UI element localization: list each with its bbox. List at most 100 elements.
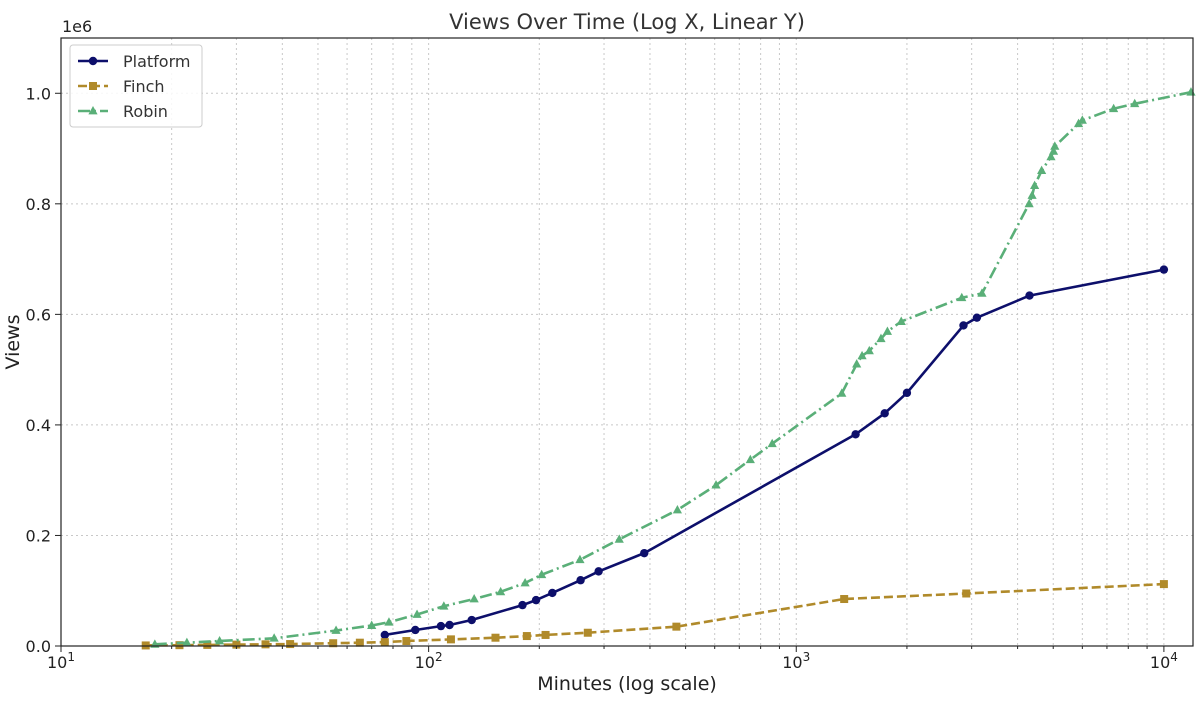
data-point (1024, 198, 1034, 208)
data-point (576, 576, 585, 585)
x-tick-label: 102 (415, 650, 443, 672)
legend: Platform Finch Robin (69, 44, 203, 128)
y-tick-label: 1.0 (26, 84, 51, 103)
data-point (1159, 580, 1168, 589)
data-point (1048, 146, 1059, 155)
data-point (575, 554, 585, 564)
data-point (203, 640, 212, 649)
data-point (1130, 98, 1140, 108)
data-point (896, 316, 906, 325)
legend-marker (88, 56, 98, 66)
data-point (977, 288, 987, 297)
x-axis-label: Minutes (log scale) (537, 673, 717, 695)
data-point (902, 388, 912, 398)
data-point (614, 534, 624, 543)
data-point (491, 633, 500, 642)
data-point (548, 588, 557, 598)
series-finch (141, 580, 1168, 650)
data-point (972, 313, 982, 322)
data-point (882, 326, 893, 335)
data-point (1109, 103, 1119, 113)
x-tick-label: 101 (47, 650, 75, 672)
data-point (1077, 115, 1087, 124)
grid-lines (60, 38, 1193, 647)
data-point (711, 480, 721, 489)
data-point (583, 628, 592, 637)
data-point (182, 637, 192, 647)
data-point (467, 615, 476, 625)
data-point (439, 601, 449, 610)
data-point (672, 622, 681, 631)
y-axis-offset-label: 1e6 (62, 17, 92, 36)
legend-item-platform: Platform (78, 52, 190, 71)
data-point (269, 633, 279, 642)
data-point (469, 594, 479, 603)
data-point (837, 388, 847, 397)
data-point (384, 617, 394, 626)
data-point (959, 321, 968, 330)
x-tick-label: 103 (782, 650, 810, 672)
plot-series (141, 87, 1196, 650)
data-point (672, 505, 683, 514)
data-point (745, 454, 755, 464)
data-point (541, 630, 550, 639)
data-point (1025, 291, 1034, 300)
legend-label: Platform (123, 52, 190, 71)
data-point (594, 567, 603, 576)
data-point (864, 345, 874, 355)
series-line-platform (384, 268, 1165, 637)
data-point (880, 409, 889, 418)
data-point (876, 333, 886, 343)
y-tick-label: 0.8 (26, 195, 51, 214)
y-tick-label: 0.2 (26, 526, 51, 545)
legend-label: Robin (123, 102, 168, 121)
data-point (767, 438, 777, 448)
data-point (840, 595, 849, 604)
series-platform (380, 265, 1169, 640)
data-point (518, 600, 527, 610)
data-point (411, 625, 420, 635)
data-point (214, 636, 225, 645)
plot-frame (60, 37, 1194, 647)
legend-box (69, 44, 203, 128)
data-point (1027, 190, 1037, 199)
y-axis-label: Views (2, 315, 24, 370)
data-point (402, 637, 411, 646)
x-tick-label: 104 (1150, 650, 1178, 672)
data-point (852, 359, 862, 368)
data-point (1159, 265, 1169, 274)
data-point (1050, 141, 1060, 150)
data-point (1046, 151, 1056, 161)
data-point (380, 638, 389, 647)
data-point (857, 350, 867, 360)
data-point (355, 638, 364, 647)
data-point (331, 625, 341, 634)
series-line-robin (154, 90, 1192, 646)
legend-item-finch: Finch (78, 77, 165, 96)
legend-marker (89, 82, 97, 90)
data-point (175, 641, 184, 650)
data-point (1037, 165, 1047, 175)
data-point (446, 635, 455, 644)
data-point (436, 621, 446, 631)
data-point (520, 577, 530, 587)
data-point (522, 632, 531, 641)
legend-item-robin: Robin (78, 102, 168, 121)
legend-marker (88, 106, 98, 115)
data-point (851, 430, 860, 439)
data-point (232, 640, 241, 649)
data-point (531, 595, 541, 605)
data-point (496, 586, 506, 596)
data-point (1186, 87, 1196, 96)
y-tick-label: 0.6 (26, 305, 51, 324)
data-point (329, 639, 338, 648)
data-point (537, 569, 547, 579)
data-point (957, 292, 967, 302)
data-point (367, 620, 377, 629)
series-robin (150, 87, 1196, 648)
data-point (412, 609, 422, 618)
data-point (380, 630, 390, 640)
data-point (261, 640, 270, 649)
legend-label: Finch (123, 77, 165, 96)
y-tick-label: 0.4 (26, 416, 51, 435)
